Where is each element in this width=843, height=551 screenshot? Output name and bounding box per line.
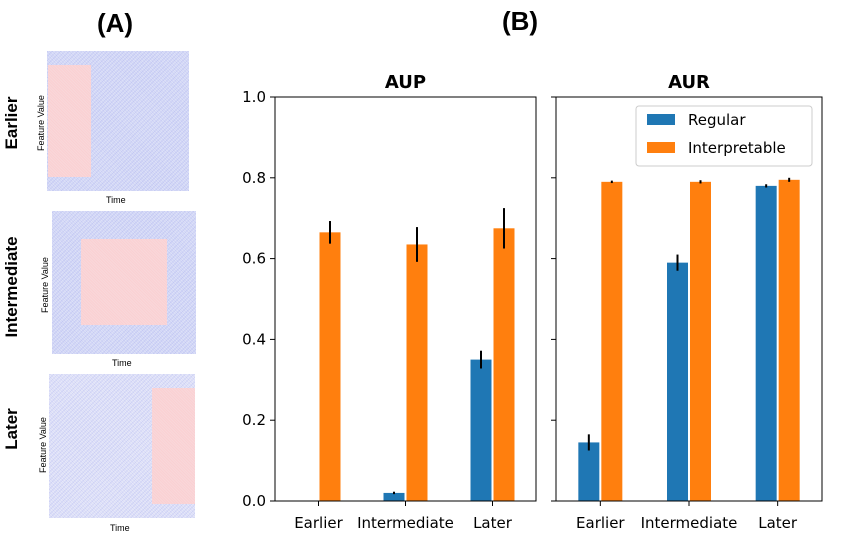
bar-interpretable-later	[778, 179, 800, 501]
chart-aur: AUR Earlier Intermediate Later Regular Interp…	[551, 72, 823, 532]
bar-regular-earlier	[578, 442, 600, 501]
y-tick-label: 1.0	[242, 88, 266, 106]
heatmap-earlier-xlabel: Time	[106, 195, 126, 205]
bar-regular-later	[755, 185, 777, 501]
x-tick-label: Earlier	[576, 514, 625, 532]
x-tick-label: Intermediate	[357, 514, 454, 532]
legend-swatch-interpretable	[647, 142, 675, 153]
y-tick-label: 0.4	[242, 330, 266, 348]
bar-regular-later	[470, 359, 492, 501]
panel-a-label: (A)	[97, 8, 134, 38]
bar-interpretable-intermediate	[406, 244, 428, 501]
chart-title: AUP	[385, 72, 426, 93]
legend-label: Interpretable	[688, 139, 786, 157]
bar-interpretable-earlier	[601, 181, 623, 501]
legend-swatch-regular	[647, 114, 675, 125]
panel-b-label: (B)	[502, 6, 539, 36]
salient-region	[152, 388, 195, 504]
bar-interpretable-earlier	[319, 232, 341, 501]
x-tick-label: Intermediate	[641, 514, 738, 532]
bar-regular-intermediate	[667, 262, 688, 501]
chart-aup: AUP 0.0 0.2 0.4 0.6 0.8 1.0 Earlier Intermediate…	[242, 72, 537, 532]
legend-label: Regular	[688, 111, 746, 129]
bar-interpretable-later	[493, 228, 515, 502]
bar-interpretable-intermediate	[690, 181, 711, 501]
y-tick-label: 0.0	[242, 492, 266, 510]
y-tick-label: 0.2	[242, 411, 266, 429]
heatmap-earlier	[47, 51, 189, 191]
x-tick-label: Earlier	[294, 514, 343, 532]
salient-region	[81, 239, 167, 325]
x-tick-label: Later	[758, 514, 798, 532]
bar-regular-intermediate	[383, 492, 405, 501]
chart-title: AUR	[668, 72, 710, 93]
heatmap-intermediate-xlabel: Time	[112, 358, 132, 368]
y-tick-label: 0.8	[242, 169, 266, 187]
y-tick-label: 0.6	[242, 250, 266, 268]
legend-box	[635, 105, 813, 167]
salient-region	[48, 65, 91, 177]
heatmap-later-xlabel: Time	[110, 523, 130, 533]
heatmap-intermediate	[52, 211, 196, 354]
heatmap-later	[49, 374, 195, 518]
x-tick-label: Later	[473, 514, 513, 532]
